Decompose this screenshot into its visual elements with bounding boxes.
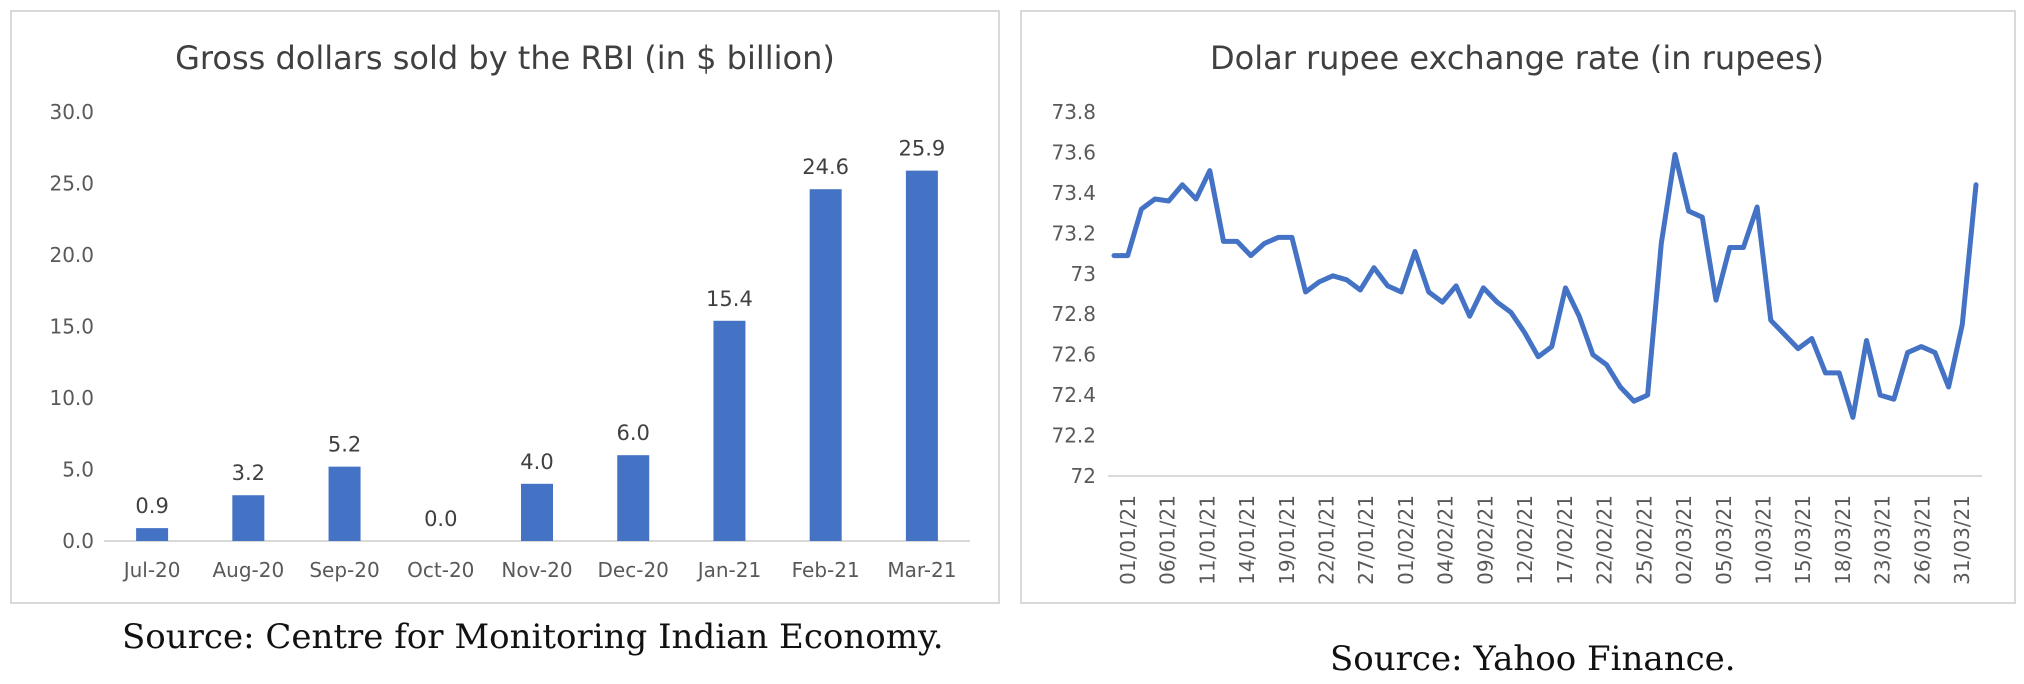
line-y-tick-label: 73.8 bbox=[1051, 100, 1096, 124]
line-y-tick-label: 73 bbox=[1071, 262, 1096, 286]
bar bbox=[809, 189, 842, 541]
line-x-tick-label: 26/03/21 bbox=[1910, 495, 1934, 585]
bar-x-tick-label: Nov-20 bbox=[501, 558, 572, 582]
line-y-tick-label: 72.4 bbox=[1051, 383, 1096, 407]
line-x-tick-label: 11/01/21 bbox=[1195, 495, 1219, 585]
bar-data-label: 6.0 bbox=[617, 421, 650, 445]
line-x-tick-label: 06/01/21 bbox=[1156, 495, 1180, 585]
bar-y-tick-label: 5.0 bbox=[62, 458, 94, 482]
line-x-tick-label: 22/02/21 bbox=[1593, 495, 1617, 585]
line-y-tick-label: 72.2 bbox=[1051, 424, 1096, 448]
bar bbox=[136, 528, 169, 541]
line-x-tick-label: 18/03/21 bbox=[1831, 495, 1855, 585]
bar-data-label: 24.6 bbox=[802, 155, 849, 179]
line-x-tick-label: 31/03/21 bbox=[1950, 495, 1974, 585]
bar-data-label: 0.9 bbox=[135, 494, 168, 518]
bar-y-tick-label: 30.0 bbox=[49, 100, 94, 124]
bar-chart-title: Gross dollars sold by the RBI (in $ bill… bbox=[175, 39, 835, 77]
bar bbox=[905, 170, 938, 541]
line-x-tick-label: 02/03/21 bbox=[1672, 495, 1696, 585]
bar-y-tick-label: 10.0 bbox=[49, 386, 94, 410]
line-x-tick-label: 23/03/21 bbox=[1871, 495, 1895, 585]
line-chart-source: Source: Yahoo Finance. bbox=[1330, 639, 1736, 679]
line-chart-title: Dolar rupee exchange rate (in rupees) bbox=[1210, 39, 1824, 77]
line-x-tick-label: 14/01/21 bbox=[1235, 495, 1259, 585]
bar bbox=[328, 466, 361, 541]
bar-x-tick-label: Sep-20 bbox=[309, 558, 379, 582]
line-chart: Dolar rupee exchange rate (in rupees) 72 7… bbox=[1051, 39, 1982, 585]
bar-chart: Gross dollars sold by the RBI (in $ bill… bbox=[49, 39, 970, 582]
line-x-tick-label: 17/02/21 bbox=[1553, 495, 1577, 585]
bar-y-tick-label: 0.0 bbox=[62, 529, 94, 553]
line-x-tick-label: 04/02/21 bbox=[1434, 495, 1458, 585]
line-y-tick-label: 73.6 bbox=[1051, 140, 1096, 164]
bar bbox=[617, 455, 650, 541]
line-y-tick-label: 73.2 bbox=[1051, 221, 1096, 245]
line-y-tick-label: 72 bbox=[1071, 464, 1096, 488]
line-x-tick-label: 22/01/21 bbox=[1315, 495, 1339, 585]
bar-x-tick-label: Aug-20 bbox=[212, 558, 284, 582]
line-y-tick-label: 72.8 bbox=[1051, 302, 1096, 326]
bar-x-tick-label: Oct-20 bbox=[407, 558, 474, 582]
bar-y-tick-label: 15.0 bbox=[49, 315, 94, 339]
line-y-tick-label: 73.4 bbox=[1051, 181, 1096, 205]
line-chart-panel: Dolar rupee exchange rate (in rupees) 72 7… bbox=[1020, 10, 2016, 604]
line-x-tick-label: 27/01/21 bbox=[1354, 495, 1378, 585]
line-y-tick-label: 72.6 bbox=[1051, 343, 1096, 367]
line-x-tick-label: 01/02/21 bbox=[1394, 495, 1418, 585]
bar-chart-source: Source: Centre for Monitoring Indian Eco… bbox=[122, 617, 944, 657]
bar-data-label: 0.0 bbox=[424, 507, 457, 531]
bar-data-label: 3.2 bbox=[232, 461, 265, 485]
line-x-tick-label: 01/01/21 bbox=[1116, 495, 1140, 585]
line-x-tick-label: 19/01/21 bbox=[1275, 495, 1299, 585]
bar bbox=[713, 320, 746, 541]
bar-y-tick-label: 25.0 bbox=[49, 172, 94, 196]
bar-y-tick-label: 20.0 bbox=[49, 243, 94, 267]
bar-data-label: 5.2 bbox=[328, 433, 361, 457]
bar-data-label: 4.0 bbox=[520, 450, 553, 474]
exchange-rate-line bbox=[1111, 152, 1979, 420]
line-x-tick-label: 15/03/21 bbox=[1791, 495, 1815, 585]
bar-x-tick-label: Jan-21 bbox=[696, 558, 762, 582]
bar-chart-panel: Gross dollars sold by the RBI (in $ bill… bbox=[10, 10, 1000, 604]
bar-data-label: 15.4 bbox=[706, 287, 753, 311]
bar-data-label: 25.9 bbox=[899, 137, 946, 161]
bar-x-tick-label: Jul-20 bbox=[122, 558, 181, 582]
line-x-tick-label: 10/03/21 bbox=[1752, 495, 1776, 585]
bar bbox=[521, 483, 553, 541]
line-x-tick-label: 09/02/21 bbox=[1473, 495, 1497, 585]
line-x-tick-label: 25/02/21 bbox=[1632, 495, 1656, 585]
bar-x-tick-label: Dec-20 bbox=[598, 558, 669, 582]
line-x-tick-label: 12/02/21 bbox=[1513, 495, 1537, 585]
bar bbox=[232, 495, 265, 541]
line-x-tick-label: 05/03/21 bbox=[1712, 495, 1736, 585]
bar-x-tick-label: Feb-21 bbox=[792, 558, 860, 582]
bar-x-tick-label: Mar-21 bbox=[887, 558, 956, 582]
